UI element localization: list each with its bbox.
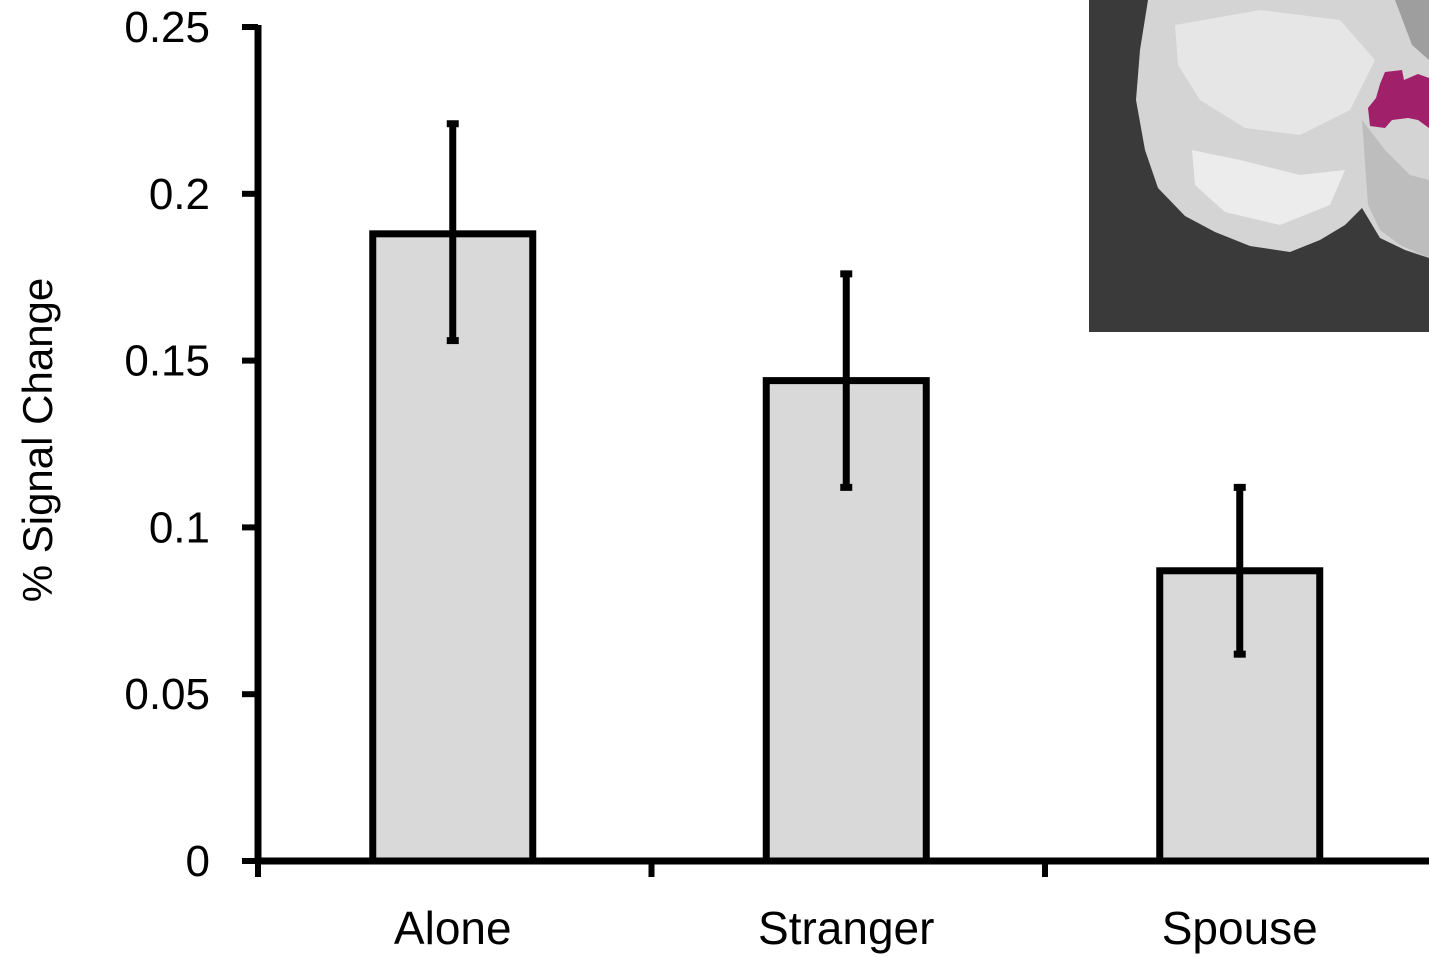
brain-scan-inset xyxy=(1089,0,1429,332)
x-category-label: Stranger xyxy=(758,902,934,954)
x-category-label: Alone xyxy=(394,902,512,954)
bars: Alone Stranger Spouse xyxy=(369,120,1324,954)
x-axis-ticks xyxy=(255,861,1048,877)
y-tick-label: 0.05 xyxy=(124,670,210,719)
y-axis-ticks: 0 0.05 0.1 0.15 0.2 0.25 xyxy=(124,3,258,886)
y-tick-label: 0.1 xyxy=(149,503,210,552)
y-axis-title: % Signal Change xyxy=(14,278,61,603)
y-tick-label: 0 xyxy=(186,837,210,886)
y-tick-label: 0.15 xyxy=(124,337,210,386)
y-tick-label: 0.25 xyxy=(124,3,210,52)
x-category-label: Spouse xyxy=(1162,902,1318,954)
y-tick-label: 0.2 xyxy=(149,170,210,219)
